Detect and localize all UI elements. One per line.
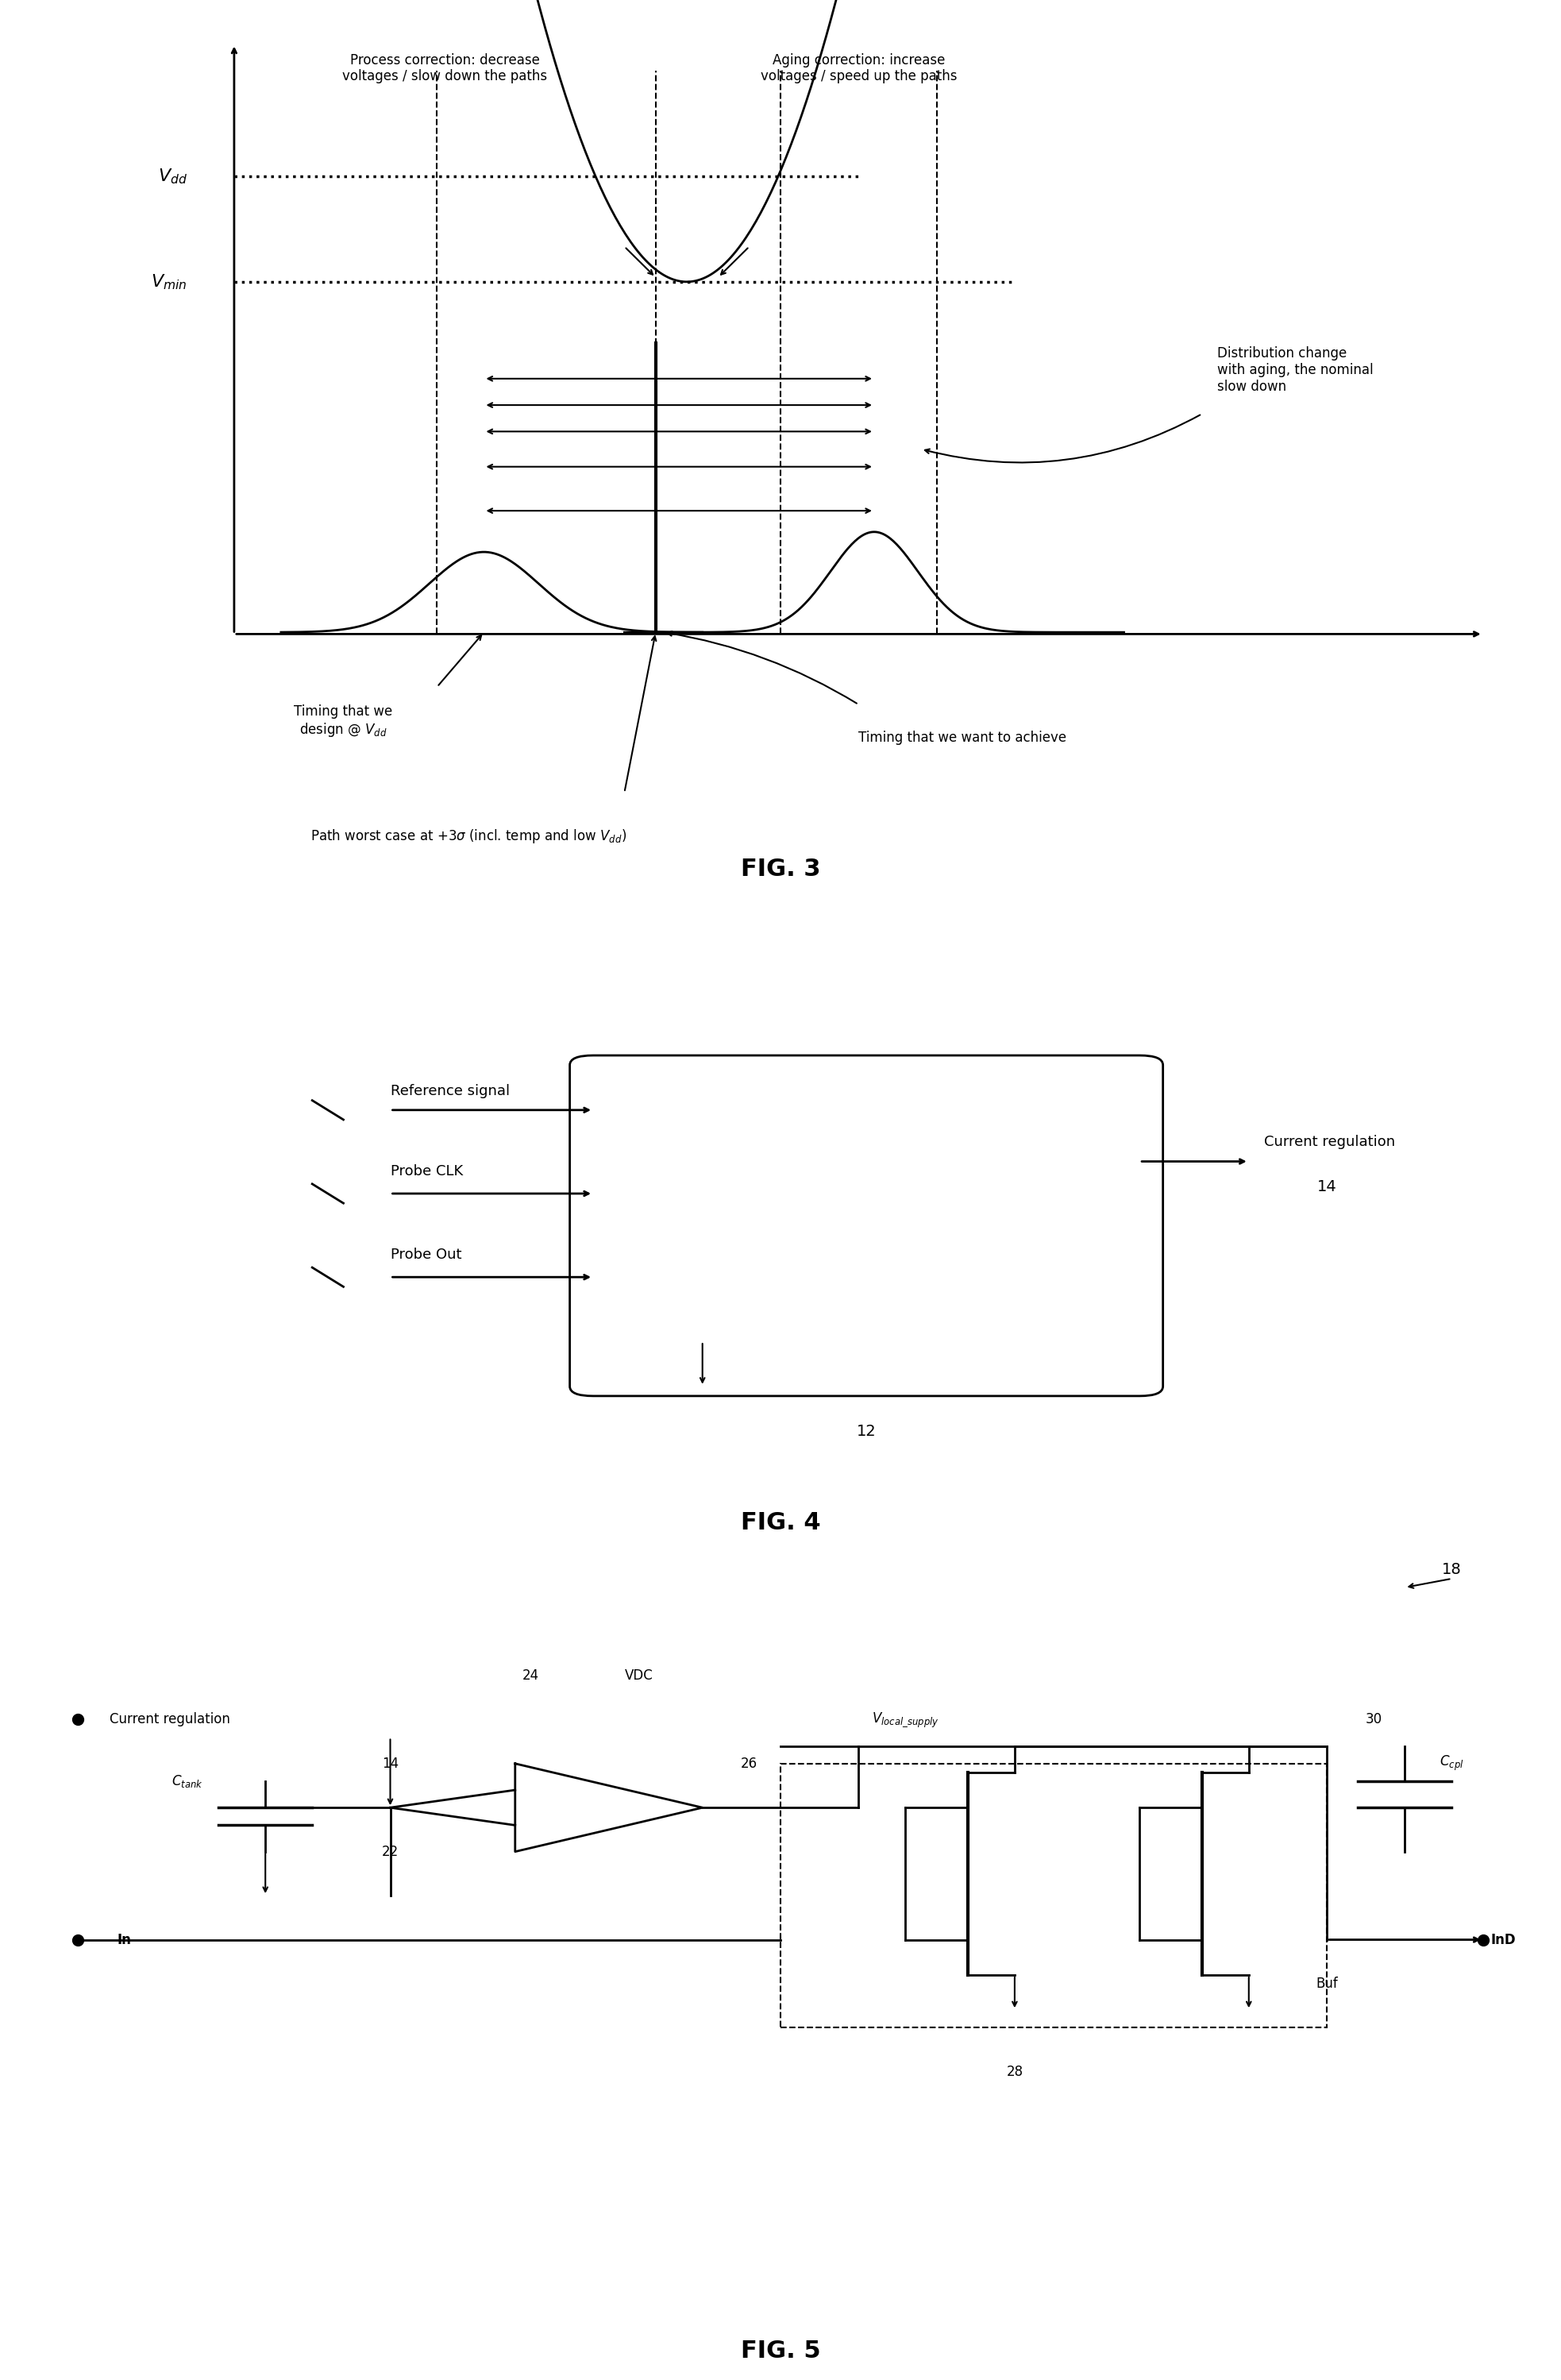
Text: Current regulation: Current regulation	[1264, 1135, 1396, 1150]
Text: Timing that we
design @ $V_{dd}$: Timing that we design @ $V_{dd}$	[293, 704, 393, 738]
Text: FIG. 5: FIG. 5	[740, 2340, 821, 2363]
Text: $V_{min}$: $V_{min}$	[151, 271, 187, 290]
FancyBboxPatch shape	[570, 1054, 1163, 1397]
Text: Process correction: decrease
voltages / slow down the paths: Process correction: decrease voltages / …	[342, 52, 548, 83]
Text: 22: 22	[382, 1844, 398, 1859]
Text: $C_{tank}$: $C_{tank}$	[172, 1773, 203, 1790]
Text: InD: InD	[1491, 1933, 1516, 1947]
Text: Path worst case at +3$\sigma$ (incl. temp and low $V_{dd}$): Path worst case at +3$\sigma$ (incl. tem…	[311, 828, 626, 845]
Text: 24: 24	[523, 1668, 539, 1683]
Text: In: In	[117, 1933, 131, 1947]
Text: 30: 30	[1366, 1711, 1381, 1728]
Text: VDC: VDC	[624, 1668, 652, 1683]
Text: $V_{dd}$: $V_{dd}$	[158, 167, 187, 186]
Text: Reference signal: Reference signal	[390, 1083, 509, 1097]
Text: Probe Out: Probe Out	[390, 1247, 462, 1261]
Text: 14: 14	[382, 1756, 398, 1771]
Text: 26: 26	[741, 1756, 757, 1771]
Text: Probe CLK: Probe CLK	[390, 1164, 462, 1178]
Text: 18: 18	[1442, 1561, 1461, 1578]
Text: 14: 14	[1317, 1180, 1336, 1195]
Text: 28: 28	[1007, 2063, 1022, 2080]
Text: Timing that we want to achieve: Timing that we want to achieve	[859, 731, 1066, 745]
Text: 12: 12	[857, 1423, 876, 1440]
Text: Aging correction: increase
voltages / speed up the paths: Aging correction: increase voltages / sp…	[760, 52, 957, 83]
Text: FIG. 3: FIG. 3	[740, 857, 821, 881]
Text: $V_{local\_supply}$: $V_{local\_supply}$	[871, 1711, 940, 1728]
Text: Current regulation: Current regulation	[109, 1711, 229, 1728]
Text: FIG. 4: FIG. 4	[740, 1511, 821, 1535]
Text: Buf: Buf	[1316, 1975, 1338, 1992]
FancyBboxPatch shape	[780, 1764, 1327, 2028]
Text: Distribution change
with aging, the nominal
slow down: Distribution change with aging, the nomi…	[1218, 345, 1374, 393]
Text: $C_{cpl}$: $C_{cpl}$	[1439, 1754, 1464, 1773]
